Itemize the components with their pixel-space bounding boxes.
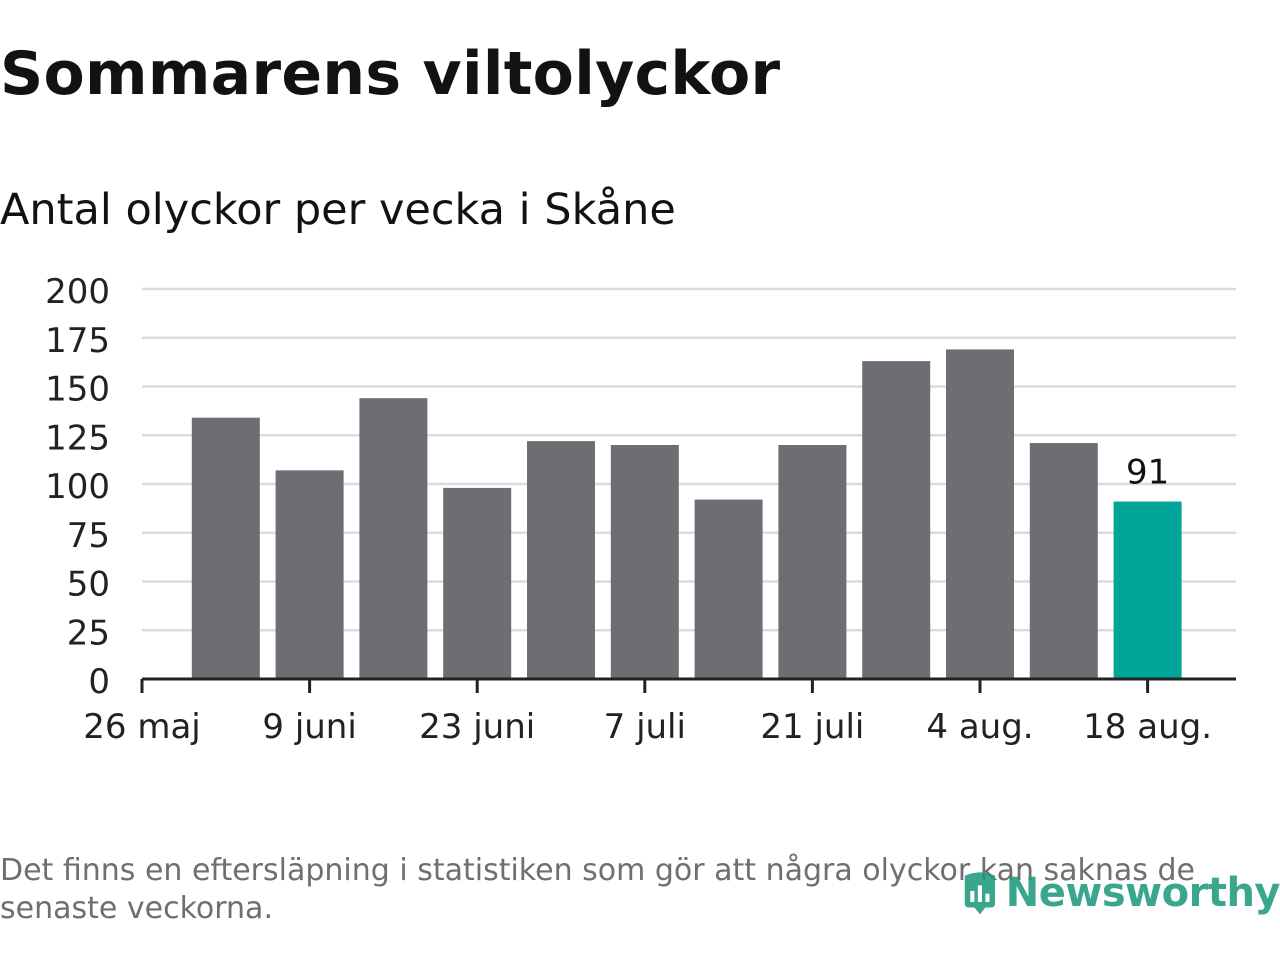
x-tick-label: 7 juli xyxy=(604,707,686,747)
x-tick-label: 4 aug. xyxy=(926,707,1033,747)
x-tick-label: 23 juni xyxy=(419,707,535,747)
y-tick-label: 125 xyxy=(45,418,110,458)
x-axis-ticks: 26 maj 9 juni 23 juni 7 juli 21 juli 4 aug. 18… xyxy=(83,679,1212,747)
x-tick-label: 26 maj xyxy=(83,707,200,747)
bar xyxy=(359,398,428,679)
bar xyxy=(275,470,344,679)
bar xyxy=(946,349,1014,679)
bar xyxy=(694,499,763,679)
bar-highlight xyxy=(1113,501,1182,679)
y-tick-label: 150 xyxy=(45,370,110,410)
bar xyxy=(778,445,847,679)
data-label: 91 xyxy=(1126,453,1169,493)
x-tick-label: 18 aug. xyxy=(1083,707,1212,747)
bar xyxy=(443,487,512,679)
y-tick-label: 175 xyxy=(45,321,110,361)
footnote: Det finns en eftersläpning i statistiken… xyxy=(0,853,1195,926)
logo-text: Newsworthy xyxy=(1005,870,1280,916)
chart-title: Sommarens viltolyckor xyxy=(0,39,781,109)
y-tick-label: 0 xyxy=(88,662,110,702)
newsworthy-logo-icon xyxy=(964,872,996,915)
y-tick-label: 50 xyxy=(67,565,110,605)
bars xyxy=(191,349,1182,679)
bar xyxy=(527,441,595,679)
bar xyxy=(610,445,679,679)
y-tick-label: 200 xyxy=(45,272,110,312)
x-tick-label: 21 juli xyxy=(760,707,864,747)
bar xyxy=(862,361,931,679)
chart-subtitle: Antal olyckor per vecka i Skåne xyxy=(0,185,676,235)
y-tick-label: 25 xyxy=(67,613,110,653)
y-tick-label: 100 xyxy=(45,467,110,507)
newsworthy-logo: Newsworthy xyxy=(962,858,1280,928)
bar xyxy=(191,417,260,679)
y-tick-label: 75 xyxy=(67,516,110,556)
y-axis-ticks: 0 25 50 75 100 125 150 175 200 xyxy=(45,272,110,702)
bar xyxy=(1029,443,1098,679)
x-tick-label: 9 juni xyxy=(262,707,356,747)
data-labels: 91 xyxy=(1126,453,1169,493)
